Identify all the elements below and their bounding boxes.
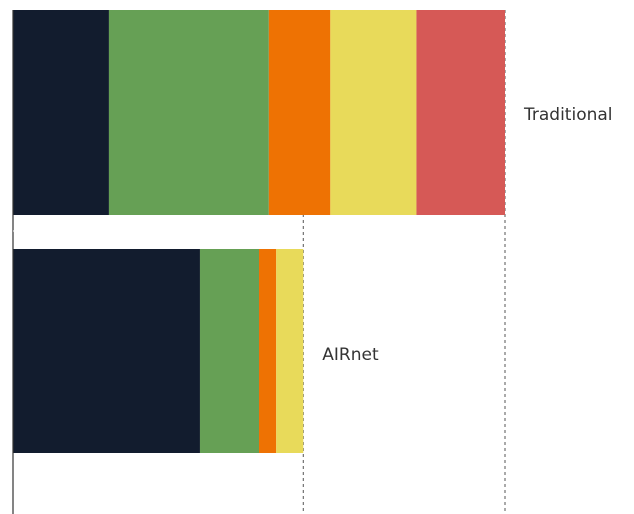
bar-segment-airnet-3 [259,249,277,453]
category-label-airnet: AIRnet [322,345,379,365]
bar-segment-traditional-1 [13,10,109,215]
bar-segment-traditional-2 [108,10,269,215]
bar-segment-airnet-1 [13,249,200,453]
category-label-traditional: Traditional [523,105,613,125]
bar-segment-traditional-5 [416,10,505,215]
bar-segment-traditional-3 [268,10,331,215]
bar-segment-traditional-4 [330,10,417,215]
bar-segment-airnet-4 [276,249,304,453]
bars [13,10,505,453]
bar-segment-airnet-2 [199,249,259,453]
